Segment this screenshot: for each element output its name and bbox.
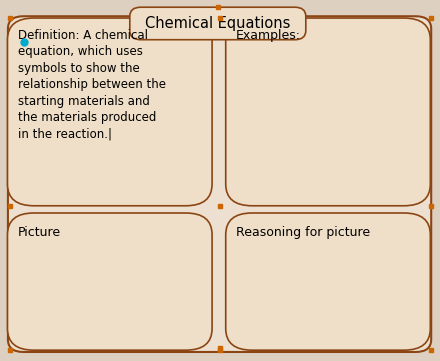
FancyBboxPatch shape bbox=[8, 16, 431, 352]
Text: Examples:: Examples: bbox=[236, 29, 301, 42]
FancyBboxPatch shape bbox=[7, 213, 212, 350]
Text: Picture: Picture bbox=[18, 226, 61, 239]
Text: Reasoning for picture: Reasoning for picture bbox=[236, 226, 370, 239]
Text: Chemical Equations: Chemical Equations bbox=[145, 16, 290, 31]
FancyBboxPatch shape bbox=[226, 18, 430, 206]
Text: Definition: A chemical
equation, which uses
symbols to show the
relationship bet: Definition: A chemical equation, which u… bbox=[18, 29, 165, 141]
FancyBboxPatch shape bbox=[226, 213, 430, 350]
FancyBboxPatch shape bbox=[130, 7, 306, 40]
FancyBboxPatch shape bbox=[7, 18, 212, 206]
